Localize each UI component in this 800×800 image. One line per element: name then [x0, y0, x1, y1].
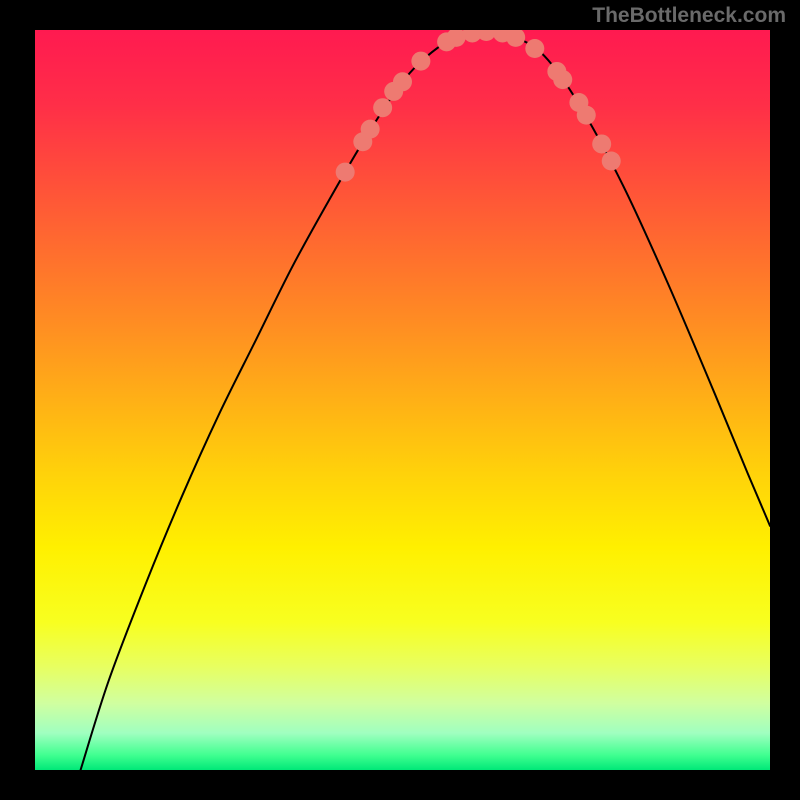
plot-area: [35, 30, 770, 770]
gradient-and-curve-svg: [35, 30, 770, 770]
marker-point: [373, 98, 392, 117]
attribution-label: TheBottleneck.com: [592, 4, 786, 28]
marker-point: [553, 70, 572, 89]
marker-point: [602, 151, 621, 170]
marker-point: [393, 72, 412, 91]
marker-point: [592, 134, 611, 153]
marker-point: [411, 52, 430, 71]
marker-point: [525, 39, 544, 58]
plot-background: [35, 30, 770, 770]
marker-point: [336, 163, 355, 182]
marker-point: [577, 106, 596, 125]
marker-point: [361, 120, 380, 139]
